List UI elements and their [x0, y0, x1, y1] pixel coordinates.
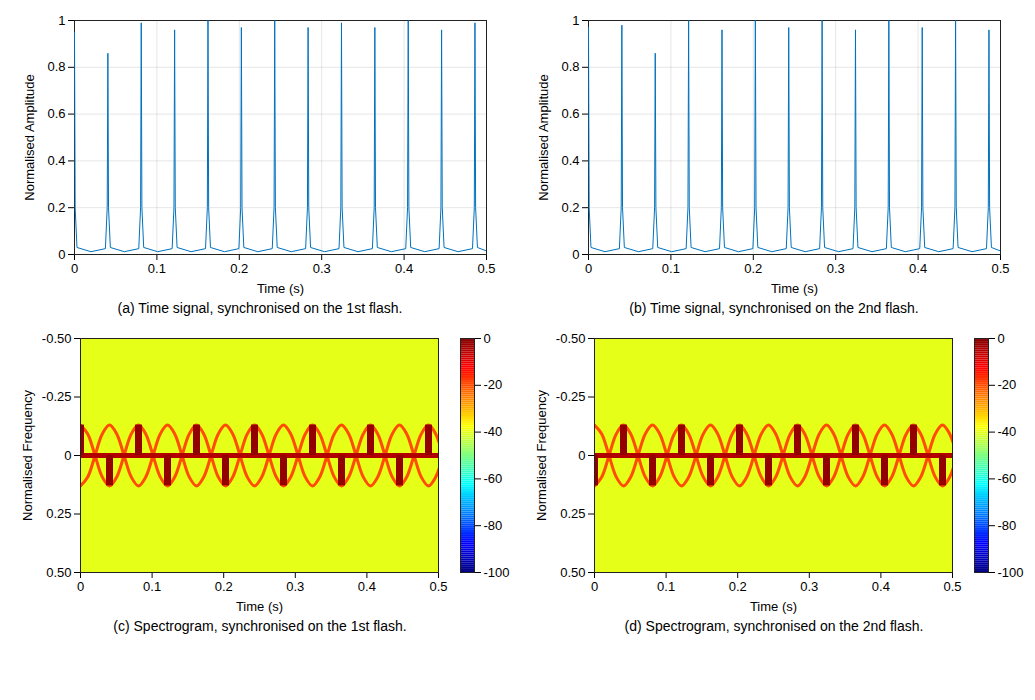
svg-text:0.2: 0.2: [744, 261, 762, 276]
svg-text:-60: -60: [998, 471, 1017, 486]
svg-text:1: 1: [58, 13, 65, 28]
svg-text:-80: -80: [484, 518, 503, 533]
svg-text:0.4: 0.4: [47, 153, 65, 168]
svg-text:Normalised Frequency: Normalised Frequency: [20, 390, 35, 521]
svg-text:0.8: 0.8: [47, 59, 65, 74]
svg-text:0: 0: [572, 247, 579, 262]
svg-text:0.4: 0.4: [561, 153, 579, 168]
svg-text:0.3: 0.3: [827, 261, 845, 276]
svg-text:0.8: 0.8: [561, 59, 579, 74]
svg-text:0: 0: [64, 448, 71, 463]
svg-text:0.1: 0.1: [662, 261, 680, 276]
svg-text:-0.50: -0.50: [42, 331, 72, 346]
svg-text:0.2: 0.2: [47, 200, 65, 215]
svg-text:0: 0: [585, 261, 592, 276]
svg-text:0.5: 0.5: [991, 261, 1009, 276]
html-text:(c) Spectrogram, synchronised: (c) Spectrogram, synchronised on the 1st…: [113, 618, 407, 634]
html-text:(b) Time signal, synchronised: (b) Time signal, synchronised on the 2nd…: [629, 300, 919, 316]
svg-text:0.25: 0.25: [46, 506, 71, 521]
svg-text:-20: -20: [998, 377, 1017, 392]
svg-text:-0.25: -0.25: [556, 389, 586, 404]
html-text:(a) Time signal, synchronised: (a) Time signal, synchronised on the 1st…: [117, 300, 403, 316]
svg-text:0.3: 0.3: [313, 261, 331, 276]
svg-text:1: 1: [572, 13, 579, 28]
svg-text:Normalised Frequency: Normalised Frequency: [534, 390, 549, 521]
svg-text:Normalised Amplitude: Normalised Amplitude: [536, 74, 551, 200]
svg-text:-80: -80: [998, 518, 1017, 533]
svg-text:-40: -40: [998, 424, 1017, 439]
svg-text:0.2: 0.2: [729, 579, 747, 594]
html-text:(d) Spectrogram, synchronised: (d) Spectrogram, synchronised on the 2nd…: [624, 618, 924, 634]
svg-text:0.5: 0.5: [477, 261, 495, 276]
svg-text:Normalised Amplitude: Normalised Amplitude: [22, 74, 37, 200]
svg-text:0: 0: [58, 247, 65, 262]
svg-text:0.3: 0.3: [800, 579, 818, 594]
svg-text:Time (s): Time (s): [771, 281, 818, 296]
svg-text:0.4: 0.4: [358, 579, 376, 594]
svg-text:0.2: 0.2: [230, 261, 248, 276]
svg-text:0.4: 0.4: [395, 261, 413, 276]
svg-text:-40: -40: [484, 424, 503, 439]
svg-text:0: 0: [578, 448, 585, 463]
svg-text:Time (s): Time (s): [750, 599, 797, 614]
svg-text:0.5: 0.5: [429, 579, 447, 594]
svg-text:0.1: 0.1: [148, 261, 166, 276]
svg-text:-100: -100: [484, 565, 510, 580]
svg-text:0: 0: [77, 579, 84, 594]
svg-text:0.50: 0.50: [560, 565, 585, 580]
svg-text:0: 0: [71, 261, 78, 276]
svg-text:0: 0: [591, 579, 598, 594]
svg-text:0.2: 0.2: [561, 200, 579, 215]
svg-text:0.50: 0.50: [46, 565, 71, 580]
svg-text:0.6: 0.6: [47, 106, 65, 121]
svg-text:0.3: 0.3: [286, 579, 304, 594]
svg-text:-0.25: -0.25: [42, 389, 72, 404]
svg-text:0: 0: [998, 331, 1005, 346]
svg-text:0.4: 0.4: [909, 261, 927, 276]
svg-text:0.6: 0.6: [561, 106, 579, 121]
svg-text:0.1: 0.1: [143, 579, 161, 594]
svg-text:0.5: 0.5: [943, 579, 961, 594]
svg-text:-60: -60: [484, 471, 503, 486]
svg-text:0.1: 0.1: [657, 579, 675, 594]
svg-text:Time (s): Time (s): [257, 281, 304, 296]
svg-text:0.2: 0.2: [215, 579, 233, 594]
svg-text:Time (s): Time (s): [236, 599, 283, 614]
svg-text:0: 0: [484, 331, 491, 346]
svg-text:0.4: 0.4: [872, 579, 890, 594]
svg-text:-100: -100: [998, 565, 1024, 580]
svg-text:-20: -20: [484, 377, 503, 392]
svg-text:-0.50: -0.50: [556, 331, 586, 346]
svg-text:0.25: 0.25: [560, 506, 585, 521]
